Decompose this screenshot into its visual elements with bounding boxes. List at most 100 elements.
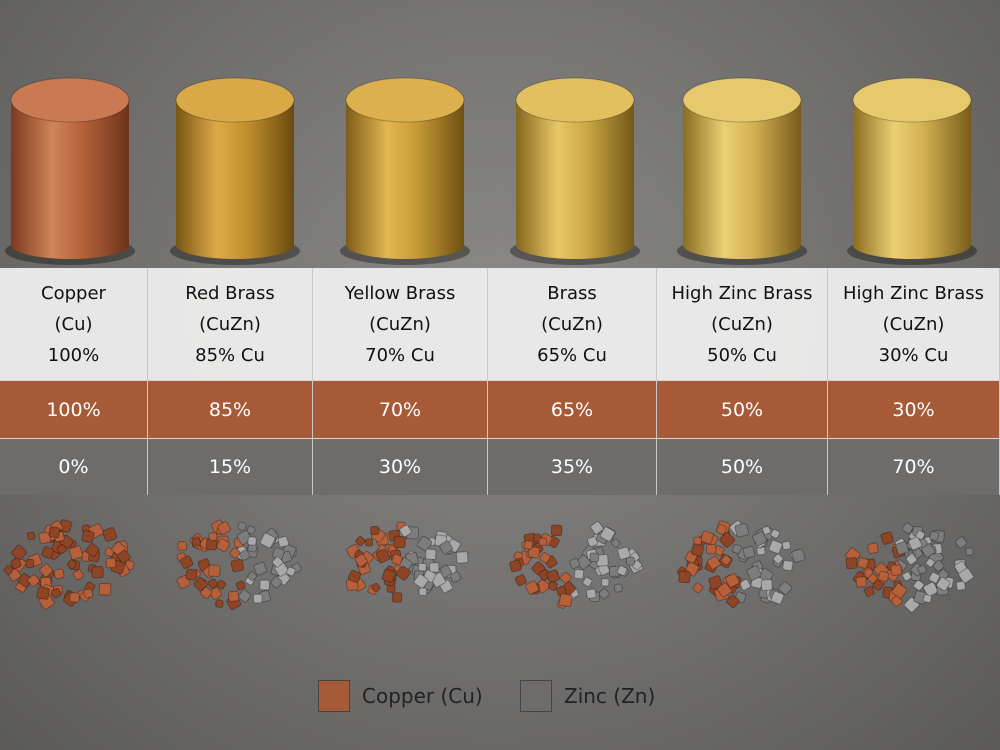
pellet (901, 522, 914, 534)
pellet (573, 568, 585, 580)
copper-cell: 100% (0, 380, 148, 438)
legend-label: Copper (Cu) (362, 684, 483, 708)
pellet (391, 592, 403, 603)
cylinder-top (175, 77, 295, 123)
pellet (271, 556, 284, 568)
cylinder-top (515, 77, 635, 123)
pellet (216, 538, 231, 553)
pellet (229, 547, 241, 559)
pellet (72, 569, 84, 581)
pellet (102, 526, 118, 543)
pellet (395, 565, 411, 581)
pellet (91, 566, 104, 579)
pellet (770, 590, 785, 605)
pellet (237, 521, 247, 531)
pellet (39, 563, 54, 578)
pellet (880, 531, 894, 545)
zinc-cell: 70% (828, 438, 1000, 495)
pellet (587, 536, 599, 548)
pellet (259, 532, 276, 549)
header-cell: Red Brass (CuZn) 85% Cu (148, 268, 313, 380)
legend-swatch (318, 680, 350, 712)
pellet (726, 594, 740, 609)
pellet (439, 540, 454, 555)
pellet (209, 586, 223, 600)
pellet (917, 564, 927, 575)
pellet (347, 569, 362, 583)
pellet (708, 575, 723, 590)
pellet (270, 576, 283, 589)
copper-cell: 85% (148, 380, 313, 438)
pellet (590, 521, 604, 535)
pellet (200, 586, 213, 599)
pellet (246, 525, 256, 535)
pellet (69, 591, 80, 603)
pellet (83, 588, 94, 599)
header-text: (CuZn) (199, 313, 261, 335)
pellet (217, 521, 231, 535)
header-cell: High Zinc Brass (CuZn) 30% Cu (828, 268, 1000, 380)
pellet (932, 559, 945, 572)
pellet (509, 559, 522, 573)
pellet (955, 536, 968, 549)
pellet (717, 582, 733, 598)
zinc-cell: 0% (0, 438, 148, 495)
pellet (393, 535, 406, 549)
pellet (550, 524, 563, 537)
pellet (11, 544, 28, 561)
pellet (692, 582, 704, 594)
legend-swatch (520, 680, 552, 712)
pellet (391, 553, 403, 566)
header-text: 30% Cu (878, 344, 949, 366)
pellet (230, 558, 245, 573)
cylinder-body (346, 100, 464, 259)
zinc-cell: 35% (488, 438, 657, 495)
pellet (770, 528, 781, 539)
header-text: Brass (547, 282, 597, 304)
pellet (768, 539, 783, 554)
pellet (725, 573, 740, 588)
pellet (381, 568, 396, 583)
pellet (208, 532, 218, 542)
cylinder-body (516, 100, 634, 259)
pellet (955, 580, 966, 591)
cylinder-body (683, 100, 801, 259)
copper-cell: 50% (657, 380, 828, 438)
pellet (26, 531, 36, 541)
pellet (239, 549, 251, 561)
pellet (527, 546, 541, 559)
pellet (247, 536, 257, 546)
pellet (66, 559, 78, 570)
pellet (895, 541, 909, 555)
header-cell: Yellow Brass (CuZn) 70% Cu (313, 268, 488, 380)
pellet (449, 571, 462, 583)
pellet (734, 522, 750, 538)
pellet (559, 571, 572, 584)
pellet (208, 564, 221, 577)
pellet (891, 582, 908, 599)
legend-label: Zinc (Zn) (564, 684, 656, 708)
pellet (746, 565, 762, 581)
pellet (719, 531, 736, 548)
pellet (739, 578, 751, 591)
pellet (752, 531, 768, 547)
header-text: High Zinc Brass (843, 282, 984, 304)
pellet (81, 530, 95, 544)
pellet (51, 587, 62, 599)
pellet (625, 556, 636, 566)
pellet (902, 571, 912, 582)
pellet (413, 573, 429, 589)
pellet (857, 557, 869, 569)
header-text: Yellow Brass (344, 282, 456, 304)
pellet (905, 553, 918, 565)
pellet (742, 546, 756, 559)
pellet (191, 537, 201, 547)
pellet (781, 540, 792, 551)
pellet (908, 536, 923, 551)
header-text: (CuZn) (711, 313, 773, 335)
pellet (705, 543, 717, 555)
pellet (545, 569, 561, 584)
zinc-cell: 30% (313, 438, 488, 495)
